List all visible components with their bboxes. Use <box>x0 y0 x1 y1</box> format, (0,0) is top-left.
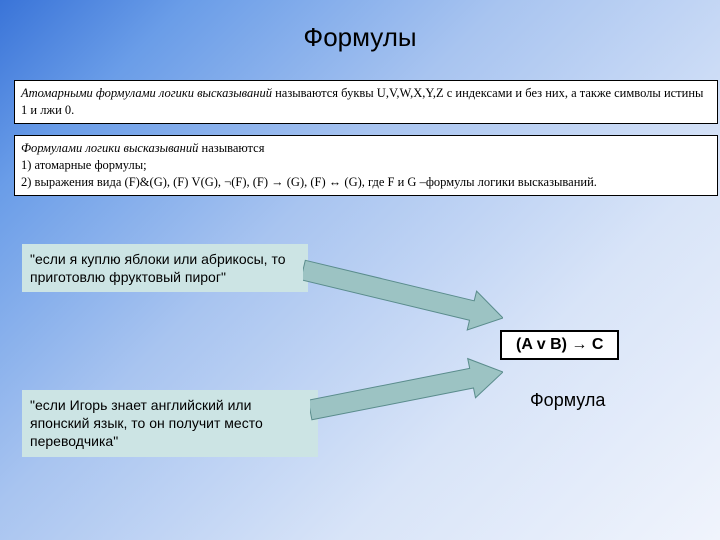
definition-box-atomic: Атомарными формулами логики высказываний… <box>14 80 718 124</box>
arrow-icon <box>310 352 503 426</box>
formula-box: (A v B) → C <box>500 330 619 360</box>
definition-term: Формулами логики высказываний <box>21 141 198 155</box>
definition-term: Атомарными формулами логики высказываний <box>21 86 272 100</box>
formula-label: Формула <box>530 390 605 411</box>
definition-box-formulas: Формулами логики высказываний называются… <box>14 135 718 196</box>
page-title: Формулы <box>0 22 720 53</box>
definition-row-2: 2) выражения вида (F)&(G), (F) V(G), ¬(F… <box>21 175 597 189</box>
example-apples: "если я куплю яблоки или абрикосы, то пр… <box>22 244 308 292</box>
arrow-icon <box>303 254 503 338</box>
example-igor: "если Игорь знает английский или японски… <box>22 390 318 457</box>
definition-rest: называются <box>198 141 264 155</box>
definition-row-1: 1) атомарные формулы; <box>21 158 147 172</box>
